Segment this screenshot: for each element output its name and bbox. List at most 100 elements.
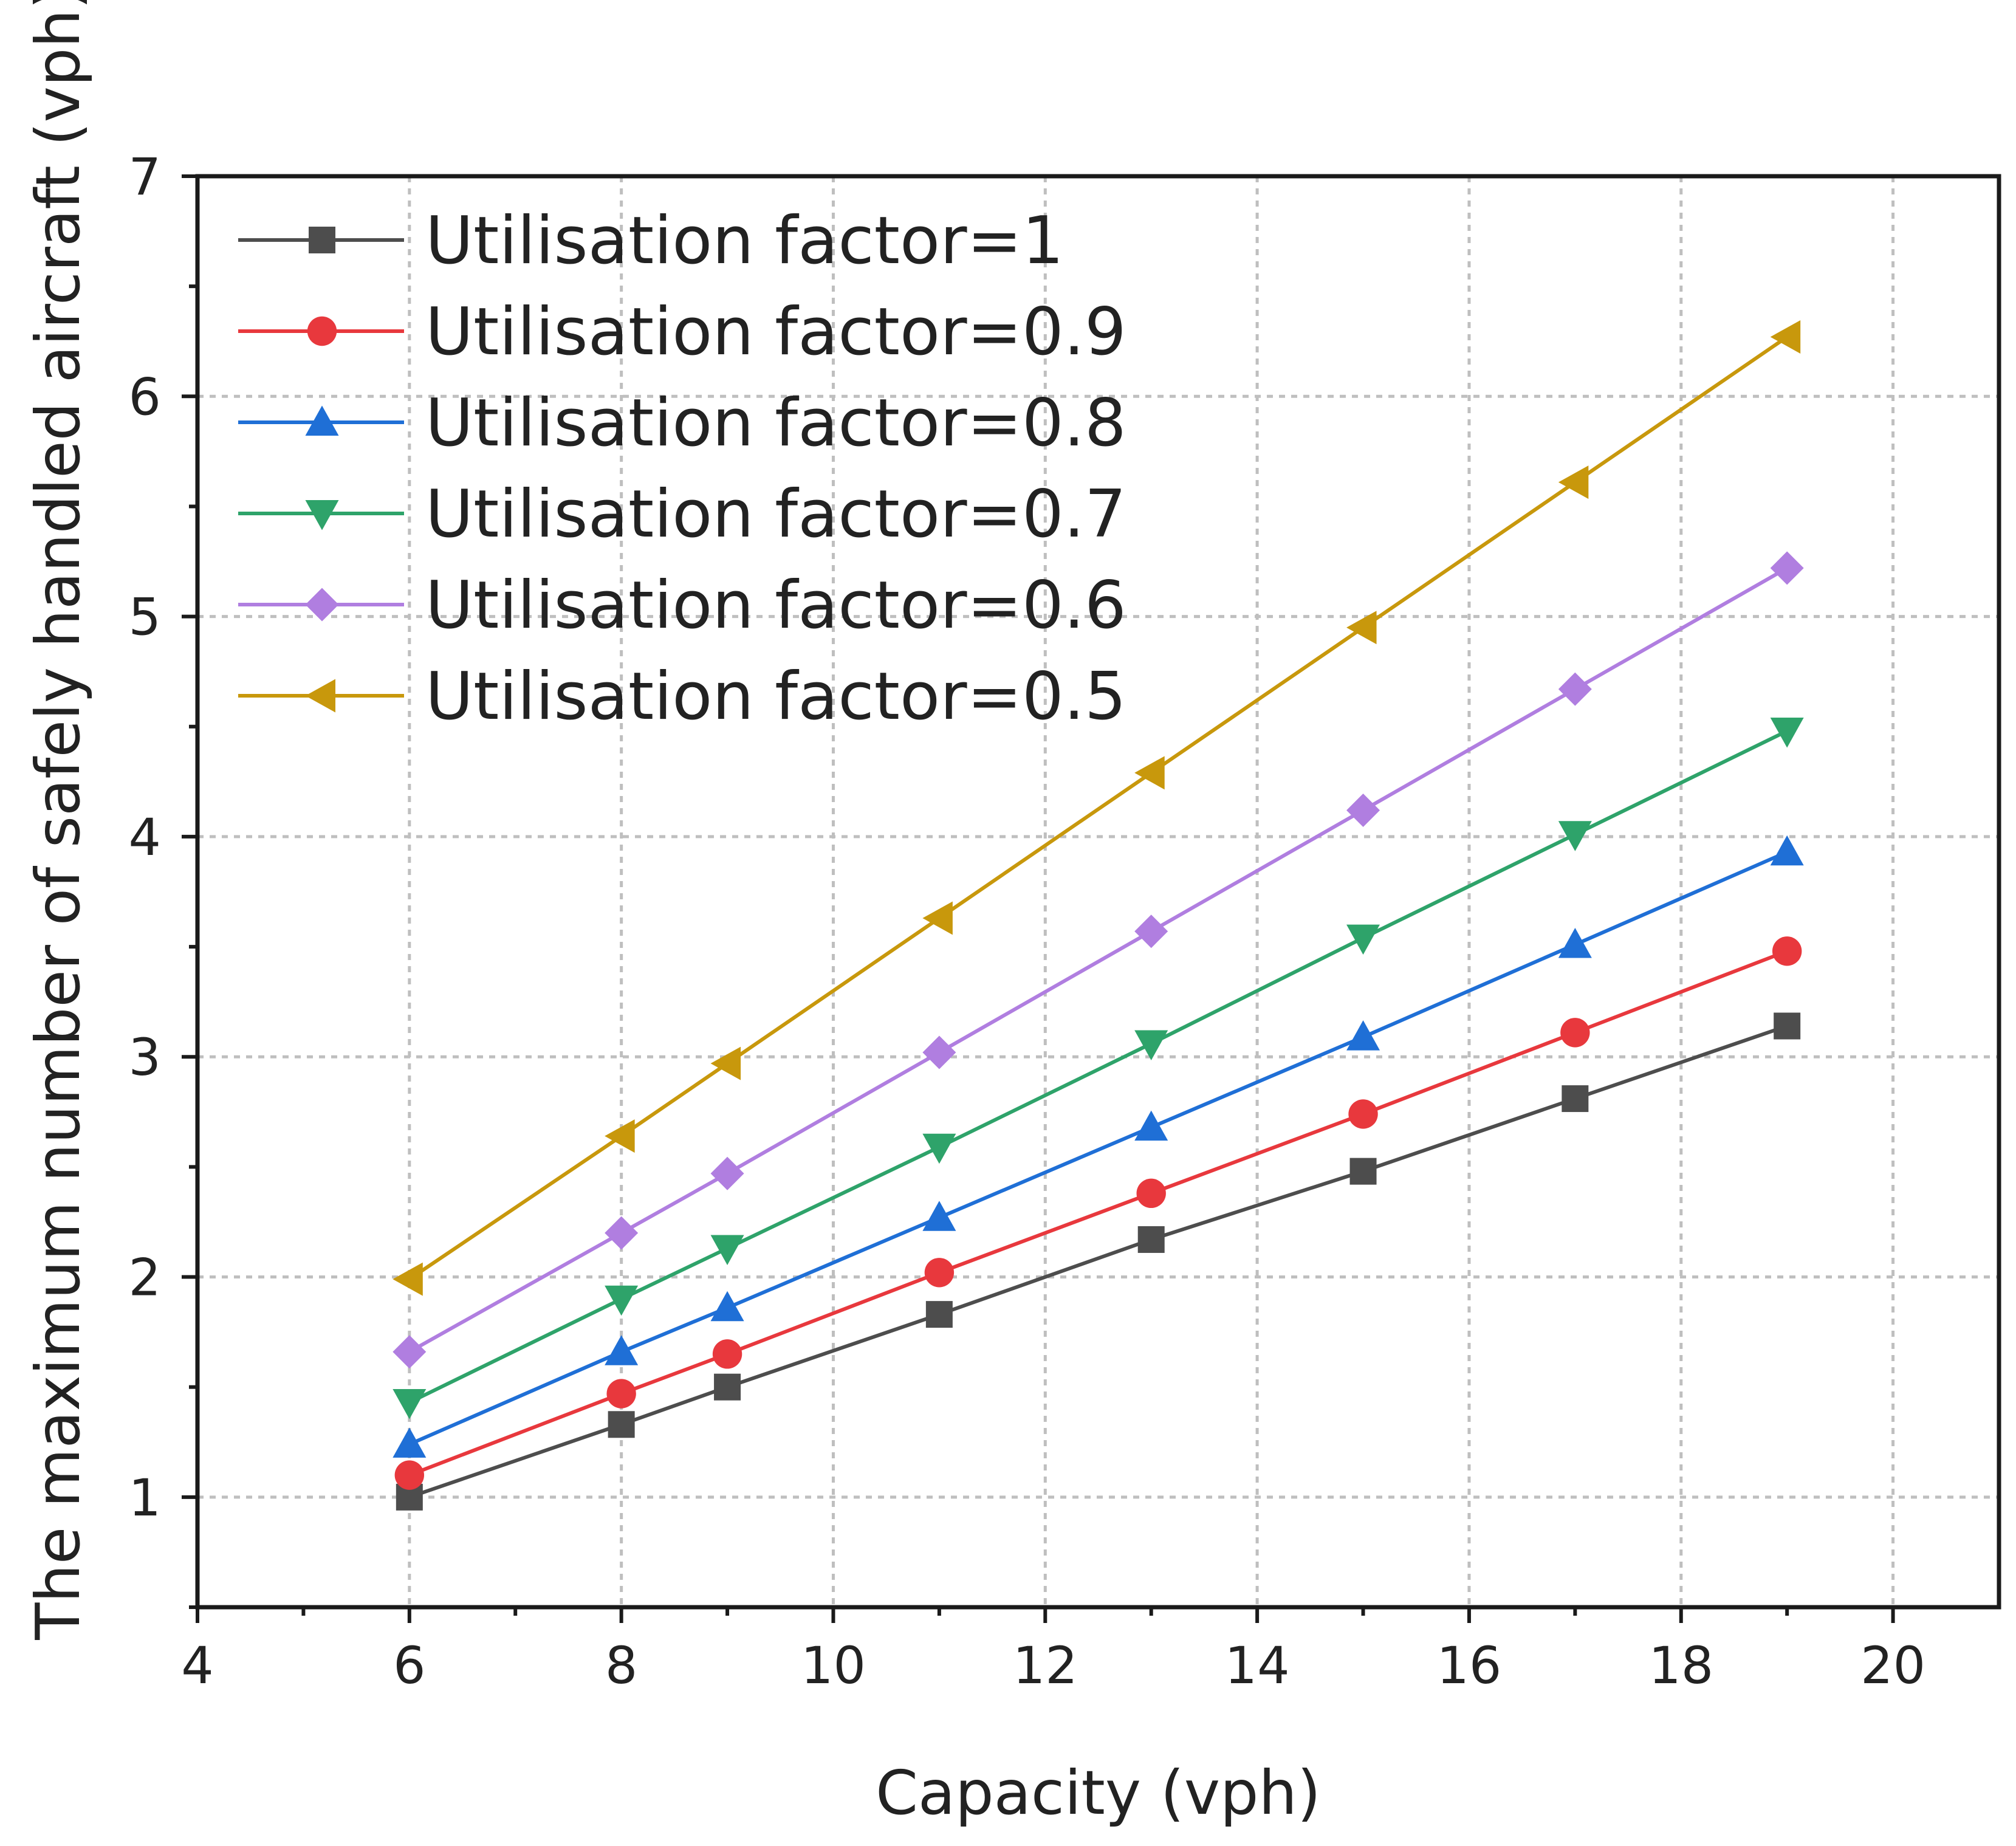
data-point bbox=[924, 1258, 955, 1288]
y-tick-label: 4 bbox=[129, 808, 161, 867]
data-point bbox=[1770, 835, 1804, 866]
x-tick-label: 12 bbox=[1013, 1636, 1078, 1695]
legend-marker bbox=[309, 227, 335, 253]
data-point bbox=[710, 1291, 744, 1322]
data-point bbox=[1770, 320, 1801, 354]
data-point bbox=[1346, 924, 1380, 955]
data-point bbox=[1558, 672, 1592, 706]
data-point bbox=[712, 1339, 742, 1369]
x-tick-label: 6 bbox=[393, 1636, 425, 1695]
data-point bbox=[1346, 1020, 1380, 1051]
legend: Utilisation factor=1 Utilisation factor=0… bbox=[238, 203, 1126, 735]
series-5 bbox=[393, 320, 1801, 1296]
data-point bbox=[922, 1035, 956, 1069]
x-tick-label: 14 bbox=[1225, 1636, 1290, 1695]
x-tick-label: 16 bbox=[1436, 1636, 1501, 1695]
data-point bbox=[394, 1460, 425, 1490]
data-point bbox=[1134, 914, 1168, 949]
x-tick-label: 4 bbox=[181, 1636, 213, 1695]
data-point bbox=[1134, 1110, 1168, 1141]
data-point bbox=[714, 1373, 741, 1401]
series-line bbox=[408, 949, 1788, 1477]
y-tick-label: 3 bbox=[129, 1028, 161, 1087]
legend-item: Utilisation factor=0.6 bbox=[238, 568, 1126, 643]
series-line bbox=[408, 566, 1788, 1354]
y-axis-title: The maximum number of safely handled air… bbox=[22, 0, 94, 1641]
data-point bbox=[1772, 936, 1802, 966]
legend-marker bbox=[305, 679, 335, 713]
legend-label: Utilisation factor=0.6 bbox=[425, 568, 1126, 643]
data-point bbox=[393, 1262, 423, 1296]
data-point bbox=[393, 1389, 427, 1419]
legend-item: Utilisation factor=0.9 bbox=[238, 294, 1126, 370]
y-tick-label: 1 bbox=[129, 1468, 161, 1528]
series-2 bbox=[393, 835, 1804, 1458]
data-point bbox=[605, 1216, 639, 1250]
legend-item: Utilisation factor=0.5 bbox=[238, 659, 1126, 735]
data-point bbox=[1137, 1226, 1165, 1253]
series-line bbox=[408, 729, 1788, 1404]
x-axis-title: Capacity (vph) bbox=[876, 1757, 1321, 1828]
data-point bbox=[1136, 1178, 1166, 1209]
series-line bbox=[408, 850, 1788, 1446]
series-layer bbox=[393, 320, 1804, 1511]
data-point bbox=[922, 1201, 956, 1231]
series-line bbox=[408, 1024, 1788, 1499]
data-point bbox=[710, 1235, 744, 1265]
data-point bbox=[925, 1301, 953, 1328]
legend-label: Utilisation factor=0.8 bbox=[425, 385, 1126, 461]
legend-item: Utilisation factor=1 bbox=[238, 203, 1064, 279]
legend-item: Utilisation factor=0.8 bbox=[238, 385, 1126, 461]
series-line bbox=[408, 335, 1788, 1281]
legend-label: Utilisation factor=0.5 bbox=[425, 659, 1126, 735]
legend-label: Utilisation factor=0.7 bbox=[425, 476, 1126, 552]
legend-marker bbox=[305, 405, 339, 436]
data-point bbox=[608, 1411, 635, 1438]
legend-marker bbox=[305, 500, 339, 530]
data-point bbox=[710, 1156, 744, 1190]
legend-label: Utilisation factor=1 bbox=[425, 203, 1064, 279]
data-point bbox=[1560, 1018, 1590, 1048]
legend-label: Utilisation factor=0.9 bbox=[425, 294, 1126, 370]
series-4 bbox=[393, 551, 1804, 1369]
legend-item: Utilisation factor=0.7 bbox=[238, 476, 1126, 552]
y-tick-label: 2 bbox=[129, 1248, 161, 1308]
data-point bbox=[605, 1119, 635, 1153]
data-point bbox=[605, 1335, 639, 1365]
data-point bbox=[1558, 821, 1592, 851]
legend-marker bbox=[307, 316, 337, 346]
data-point bbox=[1348, 1099, 1378, 1129]
data-point bbox=[1346, 611, 1377, 645]
data-point bbox=[606, 1379, 636, 1409]
x-tick-label: 20 bbox=[1860, 1636, 1925, 1695]
y-tick-label: 5 bbox=[129, 588, 161, 647]
y-tick-label: 7 bbox=[129, 147, 161, 207]
legend-marker bbox=[305, 588, 339, 622]
data-point bbox=[1558, 927, 1592, 958]
data-point bbox=[1134, 1030, 1168, 1060]
data-point bbox=[922, 901, 953, 935]
data-point bbox=[1562, 1085, 1589, 1113]
series-1 bbox=[394, 936, 1802, 1490]
x-tick-label: 8 bbox=[605, 1636, 637, 1695]
data-point bbox=[1349, 1158, 1377, 1185]
data-point bbox=[393, 1427, 427, 1458]
series-0 bbox=[396, 1012, 1801, 1511]
data-point bbox=[1558, 465, 1589, 499]
series-3 bbox=[393, 718, 1804, 1419]
x-tick-label: 10 bbox=[801, 1636, 866, 1695]
data-point bbox=[1770, 551, 1804, 585]
plot-frame bbox=[195, 174, 2001, 1610]
data-point bbox=[1346, 793, 1380, 827]
data-point bbox=[393, 1335, 427, 1369]
data-point bbox=[710, 1046, 741, 1080]
data-point bbox=[1770, 718, 1804, 748]
x-tick-label: 18 bbox=[1648, 1636, 1713, 1695]
y-tick-label: 6 bbox=[129, 367, 161, 427]
grid-lines bbox=[197, 176, 1999, 1607]
data-point bbox=[1134, 756, 1165, 790]
data-point bbox=[605, 1285, 639, 1316]
data-point bbox=[922, 1133, 956, 1164]
